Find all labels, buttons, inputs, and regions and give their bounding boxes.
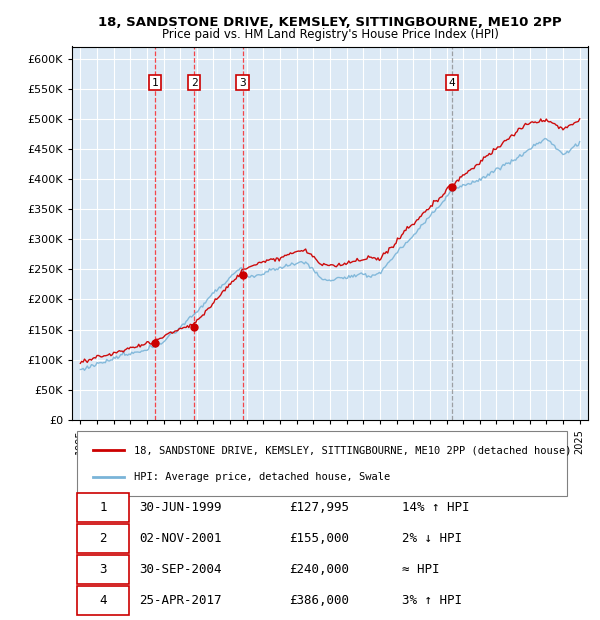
Text: £155,000: £155,000: [289, 532, 349, 545]
Text: 1: 1: [99, 501, 107, 514]
Text: 3% ↑ HPI: 3% ↑ HPI: [402, 594, 462, 607]
Text: 18, SANDSTONE DRIVE, KEMSLEY, SITTINGBOURNE, ME10 2PP: 18, SANDSTONE DRIVE, KEMSLEY, SITTINGBOU…: [98, 16, 562, 29]
Text: 2: 2: [191, 78, 197, 87]
Text: 25-APR-2017: 25-APR-2017: [139, 594, 221, 607]
Text: £386,000: £386,000: [289, 594, 349, 607]
Text: 3: 3: [239, 78, 246, 87]
FancyBboxPatch shape: [77, 524, 129, 553]
Text: 18, SANDSTONE DRIVE, KEMSLEY, SITTINGBOURNE, ME10 2PP (detached house): 18, SANDSTONE DRIVE, KEMSLEY, SITTINGBOU…: [134, 445, 571, 455]
Text: 3: 3: [99, 563, 107, 576]
FancyBboxPatch shape: [77, 493, 129, 522]
Text: Price paid vs. HM Land Registry's House Price Index (HPI): Price paid vs. HM Land Registry's House …: [161, 28, 499, 41]
Text: 4: 4: [99, 594, 107, 607]
Text: 30-SEP-2004: 30-SEP-2004: [139, 563, 221, 576]
Text: 2: 2: [99, 532, 107, 545]
Text: 2% ↓ HPI: 2% ↓ HPI: [402, 532, 462, 545]
Text: £240,000: £240,000: [289, 563, 349, 576]
FancyBboxPatch shape: [77, 586, 129, 615]
Text: 02-NOV-2001: 02-NOV-2001: [139, 532, 221, 545]
Text: 1: 1: [152, 78, 158, 87]
Text: £127,995: £127,995: [289, 501, 349, 514]
Text: ≈ HPI: ≈ HPI: [402, 563, 440, 576]
Text: 4: 4: [448, 78, 455, 87]
Text: 14% ↑ HPI: 14% ↑ HPI: [402, 501, 470, 514]
FancyBboxPatch shape: [77, 431, 568, 497]
Text: 30-JUN-1999: 30-JUN-1999: [139, 501, 221, 514]
Text: HPI: Average price, detached house, Swale: HPI: Average price, detached house, Swal…: [134, 472, 390, 482]
FancyBboxPatch shape: [77, 555, 129, 584]
